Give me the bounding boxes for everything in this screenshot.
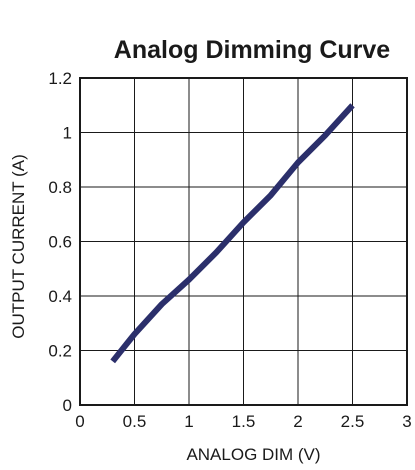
y-tick-label: 0.6 <box>48 233 72 252</box>
x-tick-label: 0.5 <box>123 412 147 431</box>
x-tick-label: 1 <box>184 412 193 431</box>
y-tick-label: 0 <box>63 396 72 415</box>
chart-title: Analog Dimming Curve <box>114 36 391 64</box>
y-axis-label: OUTPUT CURRENT (A) <box>9 154 28 339</box>
plot-frame <box>79 77 408 406</box>
y-tick-label: 1.2 <box>48 69 72 88</box>
y-tick-label: 0.8 <box>48 178 72 197</box>
x-tick-label: 2.5 <box>341 412 365 431</box>
y-tick-label: 1 <box>63 124 72 143</box>
y-tick-label: 0.2 <box>48 342 72 361</box>
tick-labels: 0 0.5 1 1.5 2 2.5 3 0 0.2 0.4 0.6 0.8 1 1.2 <box>48 69 411 431</box>
x-tick-label: 0 <box>75 412 84 431</box>
x-tick-label: 1.5 <box>232 412 256 431</box>
series-line <box>110 103 355 364</box>
x-tick-label: 2 <box>293 412 302 431</box>
y-tick-label: 0.4 <box>48 287 72 306</box>
grid <box>80 78 407 405</box>
series-layer <box>110 103 355 364</box>
x-axis-label: ANALOG DIM (V) <box>186 445 320 464</box>
x-tick-label: 3 <box>402 412 411 431</box>
